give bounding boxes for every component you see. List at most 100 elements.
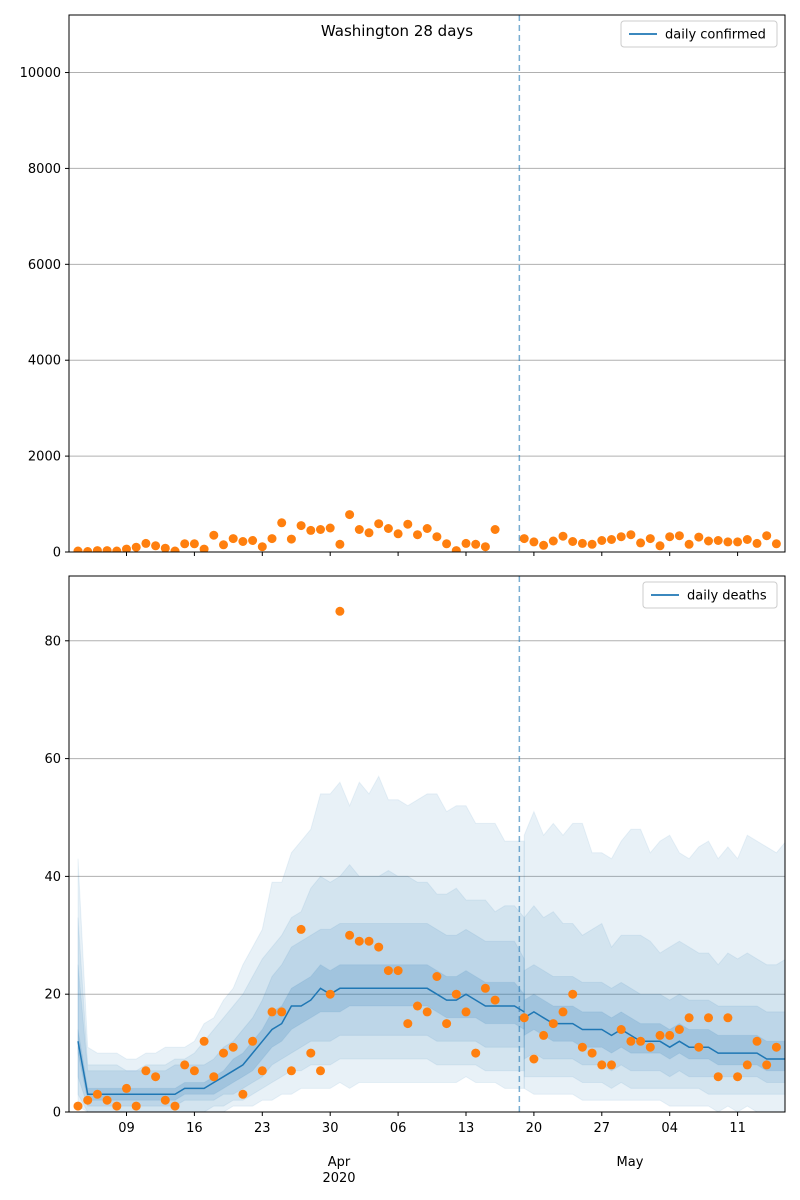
observed-data-point bbox=[694, 1042, 704, 1052]
uncertainty-band-inner bbox=[523, 993, 785, 1072]
observed-data-point bbox=[665, 1030, 675, 1040]
observed-data-point bbox=[645, 534, 655, 544]
observed-data-point bbox=[228, 1042, 238, 1052]
observed-data-point bbox=[461, 538, 471, 548]
observed-data-point bbox=[762, 1060, 772, 1070]
observed-data-point bbox=[684, 539, 694, 549]
plot-background bbox=[69, 15, 785, 552]
legend: daily deaths bbox=[642, 581, 778, 609]
uncertainty-band-outer-2 bbox=[523, 810, 785, 1112]
observed-data-point bbox=[422, 524, 432, 533]
observed-data-point bbox=[238, 1089, 248, 1099]
observed-data-point bbox=[286, 1066, 296, 1076]
observed-data-point bbox=[616, 1025, 626, 1034]
observed-data-point bbox=[374, 942, 384, 952]
month-label-apr: Apr bbox=[328, 1155, 351, 1170]
legend-label: daily deaths bbox=[687, 589, 767, 604]
observed-data-point bbox=[238, 537, 248, 546]
observed-data-point bbox=[151, 541, 161, 551]
observed-data-point bbox=[170, 546, 180, 552]
observed-data-point bbox=[189, 1066, 199, 1076]
x-tick-label: 16 bbox=[186, 1121, 203, 1136]
legend-label: daily confirmed bbox=[665, 28, 766, 43]
observed-data-point bbox=[228, 534, 238, 544]
observed-data-point bbox=[471, 539, 481, 549]
observed-data-point bbox=[684, 1013, 694, 1023]
observed-data-point bbox=[83, 1095, 93, 1105]
y-tick-label: 20 bbox=[44, 988, 61, 1003]
observed-data-point bbox=[413, 1001, 422, 1011]
chart-title: Washington 28 days bbox=[321, 22, 473, 40]
median-forecast-line bbox=[523, 1011, 785, 1060]
y-tick-label: 8000 bbox=[28, 162, 61, 177]
observed-data-point bbox=[267, 1007, 277, 1017]
x-tick-label: 30 bbox=[322, 1121, 339, 1136]
y-tick-label: 6000 bbox=[28, 258, 61, 273]
observed-data-point bbox=[393, 966, 403, 976]
uncertainty-band-middle bbox=[77, 923, 525, 1107]
observed-data-point bbox=[112, 546, 122, 552]
observed-data-point bbox=[316, 1066, 325, 1076]
observed-data-point bbox=[587, 1048, 597, 1058]
observed-data-point bbox=[480, 983, 490, 993]
observed-data-point bbox=[451, 989, 461, 999]
x-tick-label: 13 bbox=[458, 1121, 475, 1136]
observed-data-point bbox=[180, 539, 190, 549]
observed-data-point bbox=[296, 924, 306, 934]
observed-data-point bbox=[170, 1101, 180, 1111]
observed-data-point bbox=[199, 1036, 209, 1046]
observed-data-point bbox=[568, 989, 578, 999]
observed-data-point bbox=[267, 534, 277, 544]
observed-data-point bbox=[771, 539, 781, 549]
deaths-chart-panel: 0 20 40 60 80 09 16 23 30 06 13 20 27 04 11 daily death… bbox=[44, 575, 786, 1136]
observed-data-point bbox=[286, 534, 296, 544]
year-label: 2020 bbox=[322, 1171, 355, 1186]
y-tick-label: 60 bbox=[44, 752, 61, 767]
observed-data-point bbox=[151, 1072, 161, 1082]
observed-data-point bbox=[335, 539, 345, 549]
observed-data-point bbox=[141, 1066, 151, 1076]
observed-data-point bbox=[461, 1007, 471, 1017]
observed-data-point bbox=[354, 936, 364, 946]
y-tick-label: 0 bbox=[53, 546, 61, 561]
uncertainty-band-outer-1 bbox=[77, 863, 525, 1112]
x-tick-label: 06 bbox=[390, 1121, 407, 1136]
x-tick-label: 09 bbox=[118, 1121, 135, 1136]
observed-data-point bbox=[209, 530, 219, 540]
month-label-may: May bbox=[617, 1155, 644, 1170]
observed-data-point bbox=[704, 1013, 713, 1023]
median-forecast-line bbox=[77, 987, 525, 1096]
observed-data-point bbox=[413, 530, 422, 540]
plot-background bbox=[69, 576, 785, 1112]
observed-data-point bbox=[83, 547, 93, 552]
observed-data-point bbox=[383, 966, 393, 976]
observed-data-point bbox=[723, 537, 733, 547]
observed-data-point bbox=[626, 1036, 636, 1046]
observed-data-point bbox=[636, 1036, 646, 1046]
observed-data-point bbox=[112, 1101, 122, 1111]
plot-frame bbox=[68, 575, 786, 1113]
legend: daily confirmed bbox=[620, 20, 778, 48]
observed-data-point bbox=[529, 537, 539, 547]
observed-data-point bbox=[160, 1095, 170, 1105]
x-tick-label: 20 bbox=[526, 1121, 543, 1136]
observed-data-point bbox=[102, 1095, 112, 1105]
observed-data-point bbox=[442, 1019, 452, 1029]
observed-data-point bbox=[131, 1101, 141, 1111]
observed-data-point bbox=[471, 1048, 481, 1058]
observed-data-point bbox=[102, 546, 112, 552]
observed-data-point bbox=[189, 539, 199, 549]
observed-data-point bbox=[393, 529, 403, 539]
observed-data-point bbox=[122, 544, 131, 552]
observed-data-point bbox=[723, 1013, 733, 1023]
observed-data-point bbox=[277, 1007, 287, 1017]
observed-data-point bbox=[742, 1060, 752, 1070]
observed-data-point bbox=[752, 1036, 762, 1046]
observed-data-point bbox=[354, 525, 364, 534]
observed-data-point bbox=[645, 1042, 655, 1052]
observed-data-point bbox=[248, 536, 258, 545]
observed-data-point bbox=[277, 518, 287, 528]
y-tick-label: 4000 bbox=[28, 354, 61, 369]
observed-data-point bbox=[607, 1060, 616, 1070]
